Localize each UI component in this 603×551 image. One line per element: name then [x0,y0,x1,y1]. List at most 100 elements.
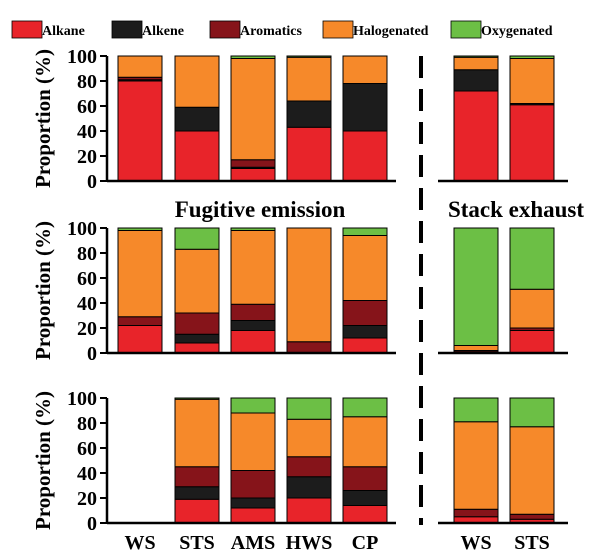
bar-oxygenated-cp-5 [342,397,388,418]
bar-alkane-hws-4 [286,497,332,524]
bar-oxygenated-ams-3 [230,397,276,414]
bar-alkane-ams-3 [230,330,276,354]
legend-swatch-oxygenated [450,20,482,39]
y-tick-label: 40 [77,293,97,315]
bar-oxygenated-sts-7 [509,227,555,290]
bar-oxygenated-hws-4 [286,55,332,58]
bar-oxygenated-hws-4 [286,397,332,420]
bar-alkane-sts-2 [174,342,220,354]
bar-halogenated-cp-5 [342,416,388,468]
bar-halogenated-sts-7 [509,288,555,329]
bar-alkene-ams-3 [230,320,276,331]
bar-alkene-hws-4 [286,476,332,499]
bar-aromatics-sts-2 [174,312,220,335]
bar-aromatics-hws-4 [286,341,332,354]
bar-oxygenated-ws-6 [453,227,499,346]
bar-halogenated-sts-7 [509,426,555,515]
bar-aromatics-sts-7 [509,513,555,520]
bar-alkene-ams-3 [230,497,276,509]
legend-label-alkene: Alkene [142,24,184,39]
bar-halogenated-ams-3 [230,230,276,305]
bar-aromatics-sts-2 [174,466,220,488]
x-tick-label-hws-4: HWS [286,532,333,551]
bar-oxygenated-ws-6 [453,55,499,58]
x-tick-label-ws-1: WS [124,532,155,551]
x-axis-labels: WS STS AMS HWS CP WS STS [124,532,549,551]
y-tick-label: 60 [77,438,97,460]
bar-halogenated-sts-2 [174,398,220,468]
y-tick-label: 80 [77,71,97,93]
region-label-fugitive: Fugitive emission [175,197,346,222]
legend-swatch-alkene [111,20,143,39]
y-tick-label: 40 [77,463,97,485]
bar-alkane-sts-2 [174,130,220,182]
bar-alkene-hws-4 [286,100,332,128]
bar-aromatics-ws-1 [117,316,163,326]
bar-alkane-sts-7 [509,330,555,354]
panel-3: 0 20 40 60 80 100 Proportion (%) [31,388,568,535]
bar-halogenated-hws-4 [286,418,332,458]
bar-oxygenated-cp-5 [342,227,388,236]
bar-alkane-cp-5 [342,337,388,354]
bar-oxygenated-ws-6 [453,397,499,423]
bar-halogenated-ws-6 [453,421,499,510]
panel-2: 0 20 40 60 80 100 Proportion (%) [31,218,568,365]
y-tick-label: 20 [77,146,97,168]
legend-label-oxygenated: Oxygenated [481,24,553,39]
y-axis-title: Proportion (%) [31,221,55,360]
y-axis-title: Proportion (%) [31,391,55,530]
bar-oxygenated-ws-1 [117,227,163,231]
bar-alkane-hws-4 [286,126,332,182]
bar-alkene-ws-6 [453,69,499,92]
y-axis-title: Proportion (%) [31,49,55,188]
bar-halogenated-ws-1 [117,55,163,78]
bar-alkane-cp-5 [342,130,388,182]
bar-aromatics-ws-6 [453,508,499,518]
y-tick-label: 0 [87,171,97,193]
bar-aromatics-ams-3 [230,159,276,168]
bar-alkane-ws-6 [453,90,499,182]
bar-alkane-sts-2 [174,498,220,524]
bar-alkane-cp-5 [342,505,388,524]
y-tick-label: 80 [77,413,97,435]
legend-swatch-alkane [11,20,43,39]
bar-aromatics-ams-3 [230,303,276,321]
legend-swatch-aromatics [209,20,241,39]
bar-aromatics-ams-3 [230,470,276,499]
bar-alkane-ams-3 [230,168,276,182]
bar-halogenated-sts-2 [174,248,220,314]
y-tick-label: 0 [87,343,97,365]
bar-halogenated-cp-5 [342,55,388,84]
bar-alkene-sts-2 [174,333,220,344]
bar-alkane-ws-1 [117,80,163,182]
y-tick-label: 100 [67,218,97,240]
y-tick-label: 20 [77,318,97,340]
bar-halogenated-ws-6 [453,56,499,71]
y-tick-label: 80 [77,243,97,265]
bar-halogenated-sts-7 [509,58,555,104]
bar-halogenated-ws-1 [117,230,163,318]
y-tick-label: 100 [67,388,97,410]
bar-halogenated-ams-3 [230,412,276,471]
bar-aromatics-cp-5 [342,300,388,326]
bar-alkene-sts-2 [174,486,220,500]
panel-1: 0 20 40 60 80 100 Proportion (%) [31,46,568,193]
bar-alkane-ws-1 [117,325,163,354]
bar-alkene-sts-2 [174,106,220,132]
panels: 0 20 40 60 80 100 Proportion (%) 0 20 40 60 80 100 Pr… [31,46,568,535]
x-tick-label-sts-7: STS [514,532,550,551]
bar-oxygenated-sts-7 [509,55,555,59]
bar-oxygenated-ams-3 [230,55,276,59]
legend-label-halogenated: Halogenated [353,24,429,39]
bar-halogenated-cp-5 [342,235,388,301]
bar-oxygenated-ams-3 [230,227,276,231]
x-tick-label-sts-2: STS [179,532,215,551]
legend-label-aromatics: Aromatics [240,24,302,39]
y-tick-label: 60 [77,268,97,290]
bar-alkene-cp-5 [342,83,388,132]
region-label-stack: Stack exhaust [448,197,584,222]
legend-swatch-halogenated [322,20,354,39]
bar-oxygenated-sts-2 [174,397,220,400]
y-tick-label: 40 [77,121,97,143]
